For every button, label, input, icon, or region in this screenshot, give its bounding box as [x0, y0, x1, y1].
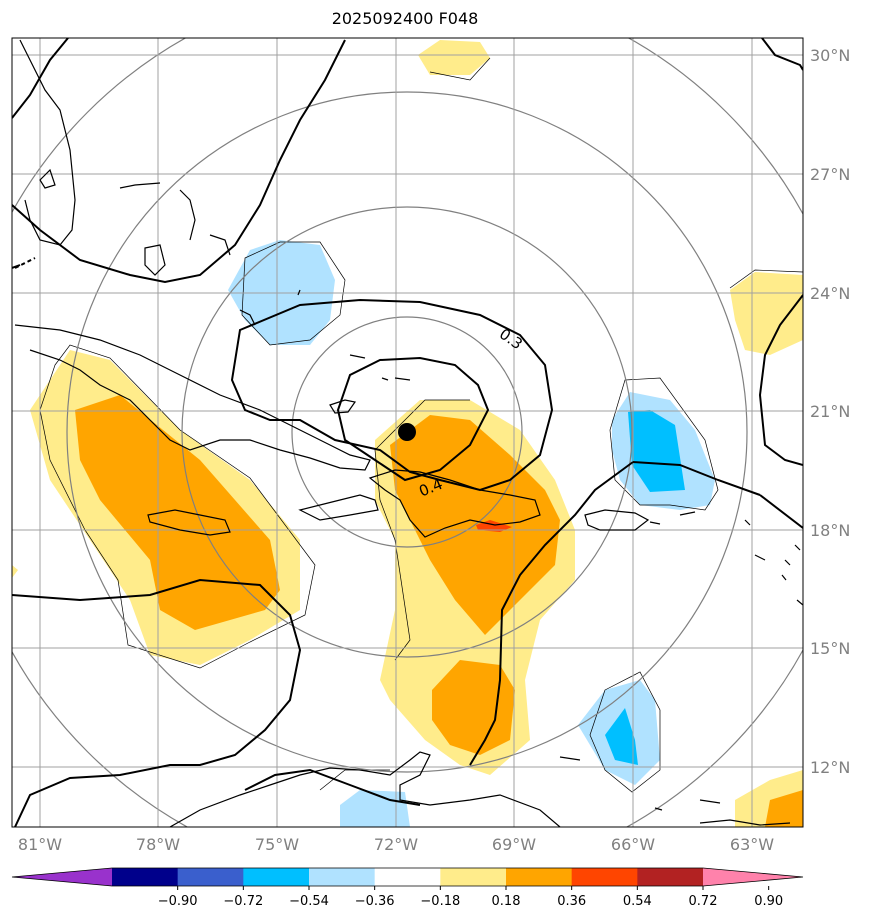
latitude-labels: 30°N 27°N 24°N 21°N 18°N 15°N 12°N: [810, 46, 850, 777]
graticule: [12, 38, 803, 827]
lat-label-12n: 12°N: [810, 758, 850, 777]
colorbar-segment: [637, 868, 704, 886]
colorbar-segment: [571, 868, 638, 886]
coastlines: [14, 39, 803, 827]
lat-label-30n: 30°N: [810, 46, 850, 65]
colorbar-extend-low: [12, 868, 112, 886]
lon-label-78w: 78°W: [136, 835, 180, 854]
colorbar-segment: [112, 868, 179, 886]
colorbar-tick-label: −0.36: [355, 894, 395, 909]
colorbar-segment: [374, 868, 441, 886]
lon-label-69w: 69°W: [492, 835, 536, 854]
colorbar-tick-label: −0.72: [223, 894, 263, 909]
colorbar-tick-label: −0.18: [420, 894, 460, 909]
lon-label-63w: 63°W: [730, 835, 774, 854]
thin-contours: [39, 57, 803, 793]
map-frame: [11, 37, 804, 828]
colorbar-segment: [309, 868, 376, 886]
lon-label-72w: 72°W: [374, 835, 418, 854]
lat-label-24n: 24°N: [810, 284, 850, 303]
lat-label-21n: 21°N: [810, 402, 850, 421]
map-title: 2025092400 F048: [331, 9, 479, 28]
lat-label-18n: 18°N: [810, 521, 850, 540]
colorbar-tick-label: −0.54: [289, 894, 329, 909]
colorbar-tick-label: 0.18: [492, 894, 521, 909]
range-rings: [12, 38, 803, 827]
longitude-labels: 81°W 78°W 75°W 72°W 69°W 66°W 63°W: [18, 835, 774, 854]
lon-label-81w: 81°W: [18, 835, 62, 854]
lon-label-66w: 66°W: [611, 835, 655, 854]
colorbar: −0.90 −0.72 −0.54 −0.36 −0.18 0.18 0.36 0.54 0.7…: [11, 867, 804, 909]
colorbar-extend-high: [703, 868, 803, 886]
colorbar-segment: [440, 868, 507, 886]
dashed-contour: [14, 257, 36, 269]
colorbar-segment: [177, 868, 244, 886]
bold-contours: [12, 38, 803, 827]
colorbar-tick-label: 0.36: [557, 894, 586, 909]
colorbar-tick-label: −0.90: [158, 894, 198, 909]
lat-label-15n: 15°N: [810, 639, 850, 658]
storm-center-marker: [398, 423, 416, 441]
lat-label-27n: 27°N: [810, 165, 850, 184]
colorbar-tick-label: 0.90: [754, 894, 783, 909]
colorbar-outline: [11, 867, 804, 887]
lon-label-75w: 75°W: [255, 835, 299, 854]
negative-shading-medium: [605, 410, 685, 765]
colorbar-tick-label: 0.72: [689, 894, 718, 909]
colorbar-segment: [243, 868, 310, 886]
colorbar-tick-label: 0.54: [623, 894, 652, 909]
colorbar-segment: [506, 868, 573, 886]
